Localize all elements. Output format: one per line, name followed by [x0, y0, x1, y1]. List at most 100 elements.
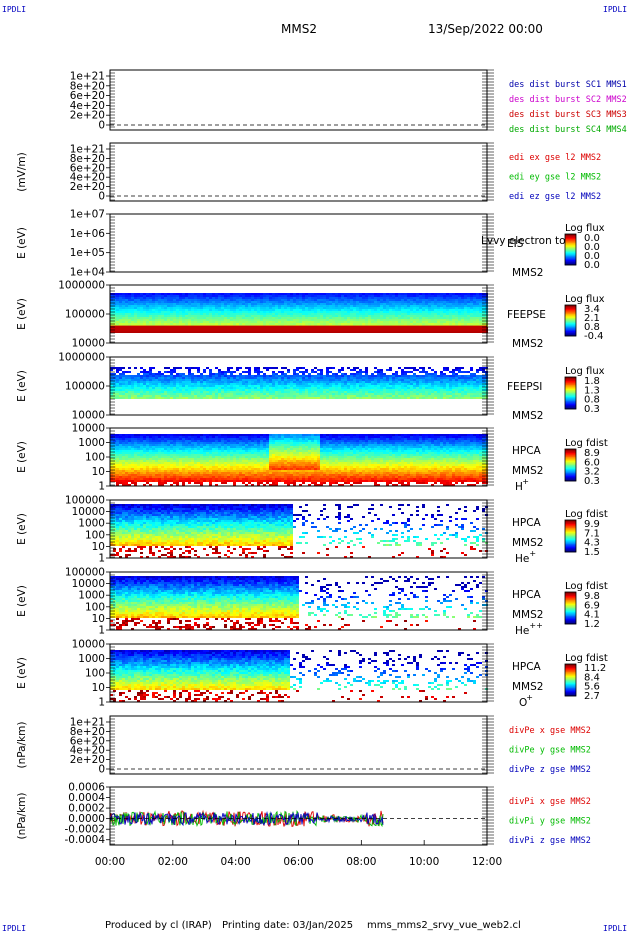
spectrogram-cell: [254, 307, 257, 309]
spectrogram-cell: [146, 293, 149, 295]
colorbar-segment: [565, 319, 576, 321]
spectrogram-cell: [122, 323, 125, 325]
spectrogram-cell: [167, 385, 170, 387]
spectrogram-cell: [266, 397, 269, 399]
spectrogram-cell: [248, 297, 251, 299]
spectrogram-cell: [245, 307, 248, 309]
spectrogram-cell: [233, 393, 236, 395]
spectrogram-cell: [287, 297, 290, 299]
spectrogram-cell: [455, 387, 458, 389]
spectrogram-cell: [410, 387, 413, 389]
spectrogram-cell: [377, 391, 380, 393]
spectrogram-cell: [296, 381, 299, 383]
spectrogram-cell: [380, 383, 383, 385]
spectrogram-cell: [443, 305, 446, 307]
spectrogram-cell: [374, 303, 377, 305]
spectrogram-cell: [113, 367, 116, 369]
spectrogram-cell: [245, 303, 248, 305]
spectrogram-cell: [119, 381, 122, 383]
spectrogram-cell: [413, 367, 416, 369]
spectrogram-cell: [350, 389, 353, 391]
spectrogram-cell: [173, 307, 176, 309]
spectrogram-cell: [149, 313, 152, 315]
spectrogram-cell: [275, 309, 278, 311]
spectrogram-cell: [326, 299, 329, 301]
spectrogram-cell: [269, 317, 272, 319]
spectrogram-cell: [365, 293, 368, 295]
spectrogram-cell: [164, 293, 167, 295]
spectrogram-cell: [413, 375, 416, 377]
spectrogram-cell: [416, 381, 419, 383]
spectrogram-cell: [407, 397, 410, 399]
spectrogram-cell: [371, 301, 374, 303]
spectrogram-cell: [128, 460, 131, 462]
spectrogram-cell: [284, 383, 287, 385]
spectrogram-cell: [218, 393, 221, 395]
spectrogram-cell: [356, 375, 359, 377]
spectrogram-cell: [341, 297, 344, 299]
spectrogram-cell: [209, 395, 212, 397]
spectrogram-cell: [149, 295, 152, 297]
spectrogram-cell: [311, 315, 314, 317]
spectrogram-cell: [470, 375, 473, 377]
spectrogram-cell: [158, 375, 161, 377]
spectrogram-cell: [131, 387, 134, 389]
spectrogram-cell: [368, 293, 371, 295]
spectrogram-cell: [110, 446, 113, 448]
colorbar-frame: [564, 304, 577, 337]
spectrogram-cell: [431, 387, 434, 389]
spectrogram-cell: [302, 381, 305, 383]
spectrogram-cell: [269, 295, 272, 297]
spectrogram-cell: [233, 381, 236, 383]
spectrogram-cell: [338, 387, 341, 389]
spectrogram-cell: [428, 387, 431, 389]
spectrogram-cell: [404, 395, 407, 397]
spectrogram-cell: [311, 385, 314, 387]
panel-note: Lvvy electron to: [481, 235, 566, 247]
spectrogram-cell: [116, 301, 119, 303]
spectrogram-cell: [122, 299, 125, 301]
spectrogram-cell: [113, 438, 116, 440]
spectrogram-cell: [239, 317, 242, 319]
spectrogram-cell: [422, 293, 425, 295]
spectrogram-cell: [257, 305, 260, 307]
spectrogram-cell: [323, 331, 326, 333]
spectrogram-cell: [269, 319, 272, 321]
spectrogram-cell: [422, 315, 425, 317]
spectrogram-cell: [398, 395, 401, 397]
spectrogram-cell: [368, 311, 371, 313]
spectrogram-cell: [416, 301, 419, 303]
spectrogram-cell: [188, 383, 191, 385]
colorbar-segment: [565, 383, 576, 386]
spectrogram-cell: [458, 371, 461, 373]
spectrogram-cell: [407, 309, 410, 311]
spectrogram-cell: [182, 379, 185, 381]
spectrogram-cell: [206, 393, 209, 395]
spectrogram-cell: [116, 295, 119, 297]
spectrogram-cell: [473, 323, 476, 325]
spectrogram-cell: [134, 295, 137, 297]
spectrogram-cell: [461, 299, 464, 301]
spectrogram-cell: [392, 301, 395, 303]
spectrogram-cell: [203, 309, 206, 311]
spectrogram-cell: [452, 313, 455, 315]
spectrogram-cell: [176, 315, 179, 317]
spectrogram-cell: [416, 397, 419, 399]
spectrogram-cell: [245, 315, 248, 317]
spectrogram-cell: [440, 303, 443, 305]
spectrogram-cell: [191, 331, 194, 333]
spectrogram-cell: [305, 379, 308, 381]
spectrogram-cell: [245, 295, 248, 297]
spectrogram-cell: [137, 323, 140, 325]
spectrogram-cell: [431, 309, 434, 311]
spectrogram-cell: [464, 305, 467, 307]
spectrogram-cell: [128, 309, 131, 311]
spectrogram-cell: [230, 381, 233, 383]
spectrogram-cell: [410, 309, 413, 311]
spectrogram-cell: [380, 315, 383, 317]
spectrogram-cell: [458, 321, 461, 323]
spectrogram-cell: [122, 468, 125, 470]
spectrogram-cell: [173, 377, 176, 379]
spectrogram-cell: [302, 383, 305, 385]
spectrogram-cell: [338, 375, 341, 377]
